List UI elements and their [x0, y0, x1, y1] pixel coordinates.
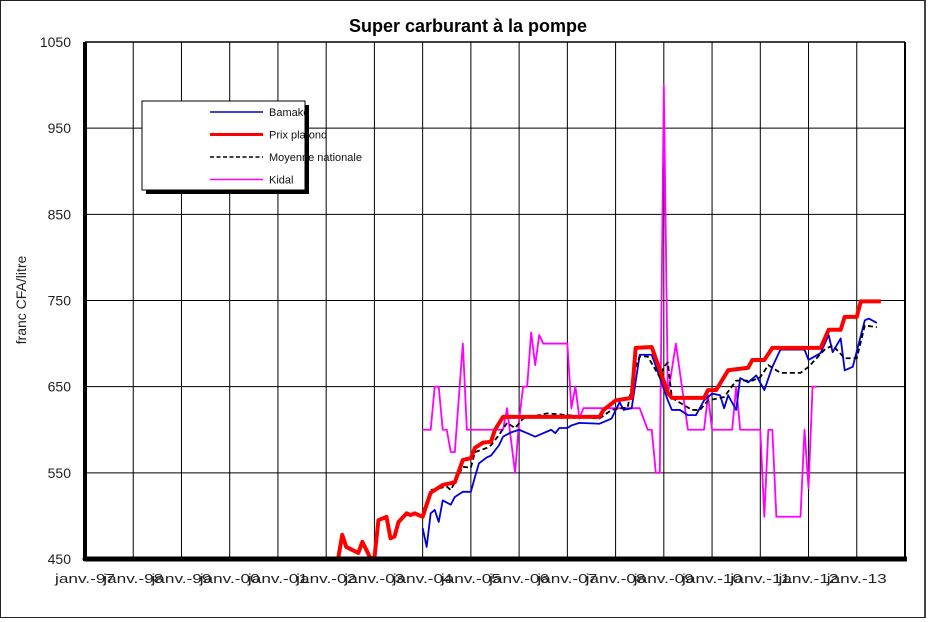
- x-tick-label: janv.-08: [584, 571, 645, 586]
- y-tick-label: 550: [48, 465, 72, 481]
- y-tick-label: 450: [48, 551, 72, 567]
- series-lines: [336, 84, 881, 561]
- y-tick-label: 650: [48, 379, 72, 395]
- x-tick-label: janv.-06: [488, 571, 549, 586]
- x-tick-label: janv.-13: [825, 571, 886, 586]
- series-kidal: [422, 84, 817, 518]
- y-tick-label: 750: [48, 293, 72, 309]
- x-tick-label: janv.-98: [102, 571, 163, 586]
- legend-label: Bamako: [269, 107, 309, 119]
- x-tick-labels: janv.-97janv.-98janv.-99janv.-00janv.-01…: [54, 571, 887, 586]
- x-tick-label: janv.-10: [681, 571, 742, 586]
- series-prix-plafond: [336, 299, 881, 561]
- legend-label: Kidal: [269, 175, 293, 187]
- x-tick-label: janv.-00: [198, 571, 259, 586]
- x-tick-label: janv.-99: [150, 571, 211, 586]
- legend-label: Prix plafond: [269, 130, 327, 142]
- series-line: [422, 84, 817, 518]
- x-tick-label: janv.-01: [247, 571, 308, 586]
- x-tick-label: janv.-07: [536, 571, 597, 586]
- x-tick-label: janv.-97: [54, 571, 115, 586]
- legend-label: Moyenne nationale: [269, 152, 362, 164]
- x-tick-label: janv.-11: [729, 571, 790, 586]
- x-tick-label: janv.-02: [295, 571, 356, 586]
- y-tick-label: 850: [48, 206, 72, 222]
- x-tick-label: janv.-12: [777, 571, 838, 586]
- x-tick-label: janv.-03: [343, 571, 404, 586]
- y-tick-labels: 450 550 650 750 850 950 1050: [40, 34, 71, 567]
- y-tick-label: 950: [48, 120, 72, 136]
- series-line: [421, 324, 877, 513]
- x-tick-label: janv.-09: [632, 571, 693, 586]
- axes: [83, 41, 907, 562]
- x-tick-label: janv.-04: [391, 571, 452, 586]
- x-tick-label: janv.-05: [440, 571, 501, 586]
- series-line: [336, 299, 881, 561]
- legend: Bamako Prix plafond Moyenne nationale Kidal: [141, 100, 362, 194]
- y-axis-label: franc CFA/litre: [13, 255, 29, 344]
- y-tick-label: 1050: [40, 34, 71, 50]
- legend-box: [141, 100, 306, 191]
- chart-title: Super carburant à la pompe: [349, 16, 587, 36]
